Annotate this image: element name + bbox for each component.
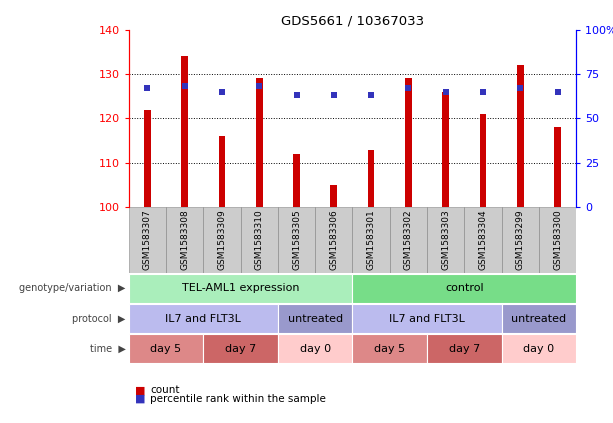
Bar [278, 207, 315, 273]
Text: GSM1583303: GSM1583303 [441, 209, 450, 270]
Bar [330, 185, 337, 207]
Bar [204, 334, 278, 363]
Bar [129, 334, 204, 363]
Bar [405, 78, 412, 207]
Text: GSM1583309: GSM1583309 [218, 209, 226, 270]
Bar [352, 207, 390, 273]
Text: control: control [445, 283, 484, 294]
Text: GSM1583301: GSM1583301 [367, 209, 376, 270]
Bar [129, 207, 166, 273]
Text: GSM1583300: GSM1583300 [553, 209, 562, 270]
Text: GSM1583299: GSM1583299 [516, 209, 525, 270]
Bar [219, 136, 226, 207]
Bar [464, 207, 501, 273]
Text: ■: ■ [135, 394, 145, 404]
Text: GSM1583310: GSM1583310 [255, 209, 264, 270]
Bar [256, 78, 262, 207]
Bar [278, 334, 352, 363]
Text: count: count [150, 385, 180, 396]
Text: time  ▶: time ▶ [89, 343, 126, 354]
Bar [479, 114, 486, 207]
Bar [315, 207, 352, 273]
Bar [352, 274, 576, 303]
Bar [278, 304, 352, 333]
Bar [181, 56, 188, 207]
Text: day 5: day 5 [374, 343, 405, 354]
Text: day 0: day 0 [524, 343, 555, 354]
Bar [166, 207, 204, 273]
Text: untreated: untreated [287, 313, 343, 324]
Bar [352, 334, 427, 363]
Bar [129, 304, 278, 333]
Bar [352, 304, 501, 333]
Bar [539, 207, 576, 273]
Text: percentile rank within the sample: percentile rank within the sample [150, 394, 326, 404]
Text: IL7 and FLT3L: IL7 and FLT3L [389, 313, 465, 324]
Bar [427, 207, 464, 273]
Text: day 7: day 7 [449, 343, 480, 354]
Text: GSM1583304: GSM1583304 [479, 209, 487, 270]
Text: day 0: day 0 [300, 343, 331, 354]
Text: IL7 and FLT3L: IL7 and FLT3L [166, 313, 242, 324]
Text: genotype/variation  ▶: genotype/variation ▶ [19, 283, 126, 294]
Bar [427, 334, 501, 363]
Text: protocol  ▶: protocol ▶ [72, 313, 126, 324]
Text: untreated: untreated [511, 313, 566, 324]
Text: ■: ■ [135, 385, 145, 396]
Bar [144, 110, 151, 207]
Bar [204, 207, 240, 273]
Bar [390, 207, 427, 273]
Text: GSM1583306: GSM1583306 [329, 209, 338, 270]
Text: GSM1583302: GSM1583302 [404, 209, 413, 270]
Text: day 5: day 5 [150, 343, 181, 354]
Bar [368, 149, 375, 207]
Bar [501, 207, 539, 273]
Bar [240, 207, 278, 273]
Bar [554, 127, 561, 207]
Text: GSM1583305: GSM1583305 [292, 209, 301, 270]
Text: GSM1583307: GSM1583307 [143, 209, 152, 270]
Bar [129, 274, 352, 303]
Text: GSM1583308: GSM1583308 [180, 209, 189, 270]
Text: day 7: day 7 [225, 343, 256, 354]
Text: TEL-AML1 expression: TEL-AML1 expression [182, 283, 299, 294]
Bar [501, 304, 576, 333]
Title: GDS5661 / 10367033: GDS5661 / 10367033 [281, 14, 424, 27]
Bar [443, 92, 449, 207]
Bar [517, 65, 524, 207]
Bar [293, 154, 300, 207]
Bar [501, 334, 576, 363]
